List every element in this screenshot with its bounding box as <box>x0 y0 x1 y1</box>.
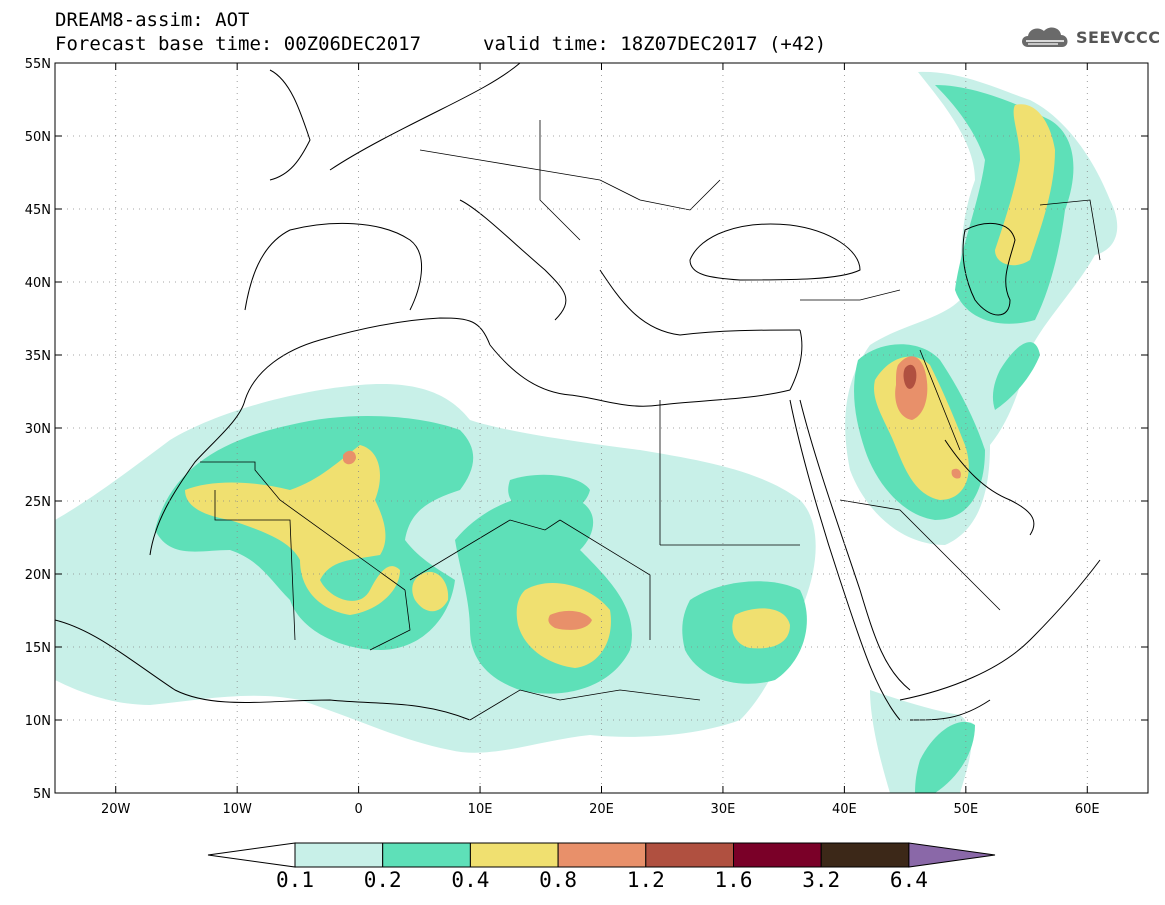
border-mauritania <box>214 490 296 641</box>
seevccc-logo: SEEVCCC <box>1018 22 1161 52</box>
coastline-gulf-guinea <box>55 619 471 721</box>
logo-text: SEEVCCC <box>1076 27 1161 47</box>
lon-tick-label: 60E <box>1075 802 1100 817</box>
aot-band-0-8-chad <box>548 610 592 630</box>
coastline-persian-gulf <box>944 439 1035 536</box>
coastline-caspian <box>962 222 1016 316</box>
lat-tick-label: 15N <box>25 641 51 656</box>
lat-tick-label: 35N <box>25 349 51 364</box>
forecast-base-time: Forecast base time: 00Z06DEC2017 <box>55 33 422 55</box>
aot-band-0-2-tibesti <box>508 474 590 517</box>
colorbar-label: 0.1 <box>276 868 314 892</box>
coastline-north-europe <box>329 63 521 171</box>
lon-tick-label: 10W <box>222 802 252 817</box>
coastline-horn <box>909 699 991 721</box>
colorbar-swatch <box>733 842 822 868</box>
lon-tick-label: 30E <box>711 802 736 817</box>
lat-tick-label: 45N <box>25 203 51 218</box>
aot-band-0-4-sudan <box>732 608 790 649</box>
colorbar-swatch <box>382 842 471 868</box>
aot-band-1-2 <box>903 364 917 389</box>
colorbar-label: 6.4 <box>890 868 928 892</box>
lat-tick-label: 25N <box>25 495 51 510</box>
aot-band-0-8-kuwait <box>951 468 961 479</box>
aot-field <box>55 71 1118 793</box>
coastline-levant <box>789 329 803 391</box>
coastline-iberia <box>244 222 423 311</box>
coastline-red-sea-west <box>789 399 901 721</box>
lon-tick-label: 40E <box>832 802 857 817</box>
longitude-axis: 20W 10W 0 10E 20E 30E 40E 50E 60E <box>101 63 1100 817</box>
aot-band-0-8-algeria <box>343 450 356 465</box>
lat-tick-label: 30N <box>25 422 51 437</box>
colorbar-label: 1.2 <box>627 868 665 892</box>
colorbar-label: 0.8 <box>539 868 577 892</box>
colorbar: 0.1 0.2 0.4 0.8 1.2 1.6 3.2 6.4 <box>207 842 996 892</box>
border-western-sahara <box>200 461 406 591</box>
colorbar-swatch <box>645 842 734 868</box>
aot-band-0-4-west <box>185 445 400 615</box>
aot-band-0-2-somalia <box>915 721 975 793</box>
coastline-north-africa-east <box>489 344 791 407</box>
colorbar-label: 0.4 <box>451 868 489 892</box>
valid-time: valid time: 18Z07DEC2017 (+42) <box>483 33 827 55</box>
lat-tick-label: 50N <box>25 130 51 145</box>
border-europe-1 <box>419 149 601 181</box>
aot-band-0-4-volga <box>995 104 1055 266</box>
aot-band-0-4-mali <box>412 571 449 612</box>
border-sahel <box>469 689 701 721</box>
border-europe-3 <box>539 120 581 241</box>
country-borders <box>200 120 1101 721</box>
colorbar-swatch <box>294 842 384 868</box>
colorbar-under-triangle <box>207 842 296 868</box>
border-niger <box>409 519 561 581</box>
lat-tick-label: 40N <box>25 276 51 291</box>
lon-tick-label: 20W <box>101 802 131 817</box>
aot-band-0-2-iran <box>992 342 1040 410</box>
colorbar-label: 3.2 <box>802 868 840 892</box>
lon-tick-label: 20E <box>589 802 614 817</box>
lon-tick-label: 10E <box>468 802 493 817</box>
lat-tick-label: 10N <box>25 714 51 729</box>
coastline-west-africa <box>149 317 491 556</box>
coastline-black-sea <box>689 223 861 281</box>
lat-tick-label: 20N <box>25 568 51 583</box>
colorbar-swatch <box>469 842 559 868</box>
border-europe-2 <box>599 179 721 211</box>
border-libya-chad <box>559 519 651 640</box>
colorbar-swatch <box>820 842 910 868</box>
border-turkey <box>800 289 901 301</box>
border-iraq-iran <box>919 349 961 451</box>
colorbar-swatch <box>557 842 647 868</box>
cloud-icon <box>1022 27 1068 47</box>
coastline-greece-turkey <box>599 269 801 336</box>
colorbar-label: 0.2 <box>364 868 402 892</box>
lat-tick-label: 5N <box>33 787 51 802</box>
lon-tick-label: 0 <box>354 802 362 817</box>
border-kazakh <box>1039 199 1101 261</box>
colorbar-over-triangle <box>908 842 996 868</box>
coastline-red-sea-east <box>799 399 911 691</box>
colorbar-label: 1.6 <box>715 868 753 892</box>
lon-tick-label: 50E <box>953 802 978 817</box>
plot-title: DREAM8-assim: AOT <box>55 9 250 31</box>
coastlines <box>55 63 1101 721</box>
border-saudi <box>839 499 1001 611</box>
coastline-arabia-south <box>899 559 1101 701</box>
lat-tick-label: 55N <box>25 57 51 72</box>
coastline-italy <box>459 199 567 321</box>
aot-band-1-2-iraq <box>903 364 917 389</box>
latitude-axis: 5N 10N 15N 20N 25N 30N 35N 40N 45N 50N 55N <box>25 57 1148 802</box>
coastline-britain <box>269 69 311 181</box>
border-algeria-mali <box>369 589 411 651</box>
